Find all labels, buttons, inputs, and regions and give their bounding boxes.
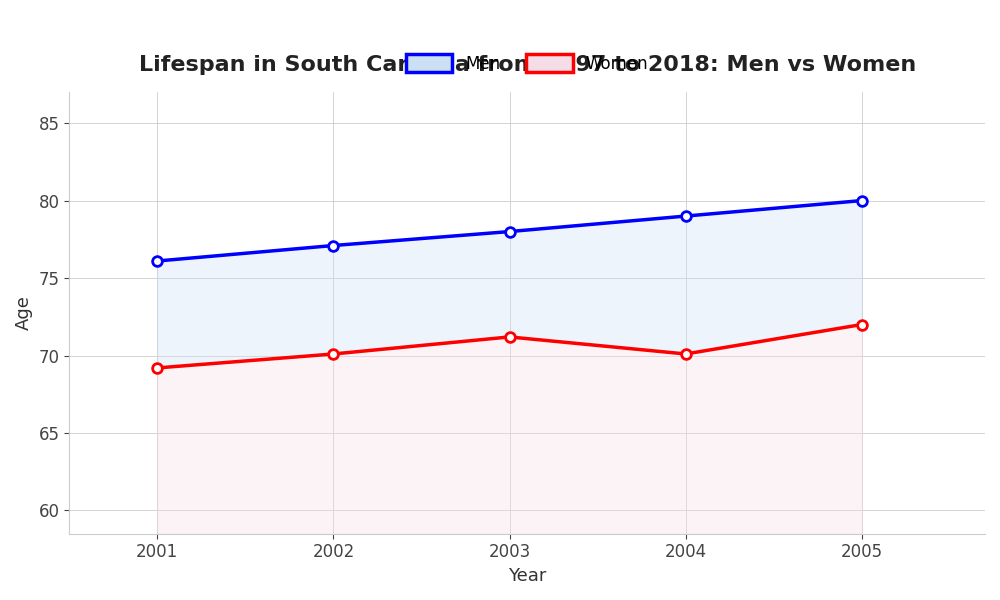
Y-axis label: Age: Age <box>15 295 33 331</box>
Title: Lifespan in South Carolina from 1997 to 2018: Men vs Women: Lifespan in South Carolina from 1997 to … <box>139 55 916 75</box>
Legend: Men, Women: Men, Women <box>399 47 655 79</box>
X-axis label: Year: Year <box>508 567 546 585</box>
